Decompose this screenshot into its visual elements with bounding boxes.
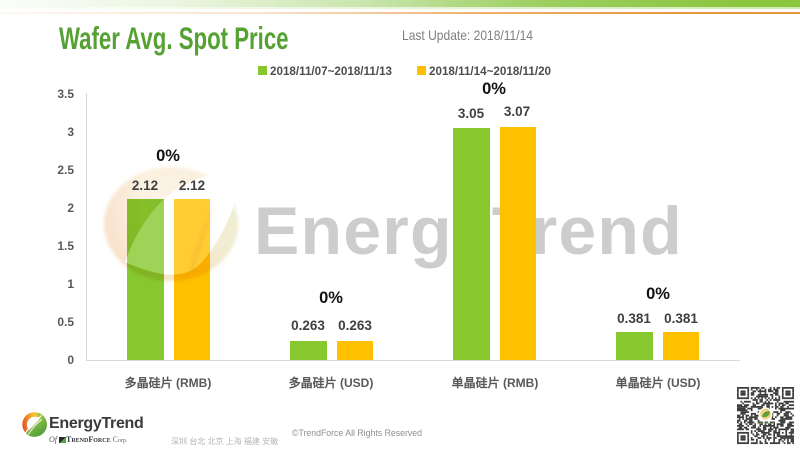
svg-text:EnergyTrend: EnergyTrend bbox=[757, 421, 775, 425]
